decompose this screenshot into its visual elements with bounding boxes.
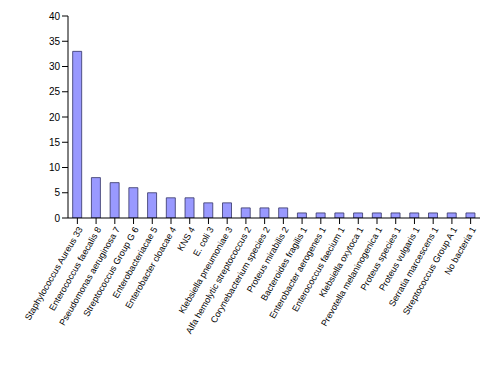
svg-text:0: 0	[54, 213, 60, 224]
svg-text:Pseudomonas aeruginosa 7: Pseudomonas aeruginosa 7	[57, 225, 123, 328]
svg-text:15: 15	[49, 137, 61, 148]
svg-text:Enterobacter cloacae 4: Enterobacter cloacae 4	[123, 225, 178, 310]
svg-text:Proteus species 1: Proteus species 1	[358, 225, 403, 293]
svg-text:Serratia marcescens 1: Serratia marcescens 1	[386, 225, 441, 309]
svg-text:Alfa hemolytic streptococcus 2: Alfa hemolytic streptococcus 2	[183, 225, 254, 336]
svg-text:Staphylococcus Aureus 33: Staphylococcus Aureus 33	[22, 225, 85, 323]
svg-text:30: 30	[49, 61, 61, 72]
svg-text:5: 5	[54, 187, 60, 198]
svg-text:Klebsiella oxytoca 1: Klebsiella oxytoca 1	[317, 225, 366, 300]
svg-text:E. coli 3: E. coli 3	[191, 225, 216, 258]
svg-text:Prevotella melaninogenica 1: Prevotella melaninogenica 1	[319, 225, 385, 329]
svg-text:Proteus mirabilis 2: Proteus mirabilis 2	[245, 225, 291, 295]
svg-text:KNS 4: KNS 4	[175, 225, 197, 253]
svg-text:Corynebacterium species 2: Corynebacterium species 2	[208, 225, 272, 325]
svg-text:Streptococcus Group G 6: Streptococcus Group G 6	[81, 225, 141, 319]
svg-text:No bacteria 1: No bacteria 1	[442, 225, 477, 276]
svg-text:Enterococcus faecium 1: Enterococcus faecium 1	[290, 225, 347, 314]
svg-text:10: 10	[49, 162, 61, 173]
svg-text:20: 20	[49, 112, 61, 123]
svg-text:Enterobacteriacae 5: Enterobacteriacae 5	[110, 225, 160, 300]
svg-text:Bacteroides fragilis 1: Bacteroides fragilis 1	[258, 225, 310, 303]
svg-text:Streptococcus Group A 1: Streptococcus Group A 1	[400, 225, 460, 317]
svg-text:Enterobacter aerogenes 1: Enterobacter aerogenes 1	[267, 225, 329, 321]
svg-text:40: 40	[49, 11, 61, 22]
svg-text:Klebsiella pneumoniae 3: Klebsiella pneumoniae 3	[176, 225, 235, 316]
svg-text:Proteus vulgaris 1: Proteus vulgaris 1	[377, 225, 422, 293]
svg-text:35: 35	[49, 36, 61, 47]
svg-text:25: 25	[49, 86, 61, 97]
svg-text:Enterococcus faecalis 8: Enterococcus faecalis 8	[47, 225, 104, 313]
